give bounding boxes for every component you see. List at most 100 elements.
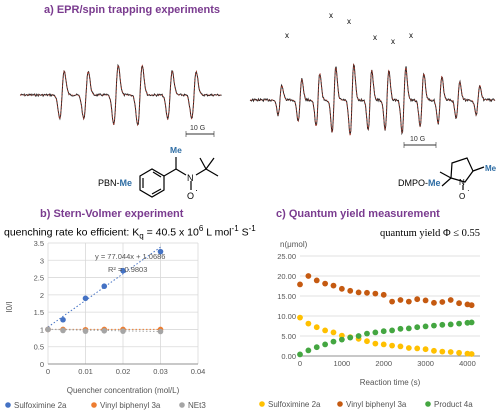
y-axis-label: n(μmol) bbox=[280, 240, 308, 249]
legend-label: Product 4a bbox=[434, 400, 473, 409]
peak-markers: x x x x x x bbox=[285, 11, 413, 46]
methyl-label-dmpo: Me bbox=[485, 164, 497, 173]
data-point bbox=[397, 297, 404, 303]
data-point bbox=[389, 342, 395, 349]
data-point bbox=[60, 327, 66, 334]
data-point bbox=[347, 287, 354, 294]
adduct-prefix-pbn: PBN- bbox=[98, 178, 120, 188]
data-point bbox=[364, 289, 370, 296]
data-point bbox=[305, 320, 312, 327]
data-point bbox=[120, 328, 126, 334]
y-tick-label: 3.5 bbox=[34, 239, 44, 248]
data-point bbox=[468, 351, 475, 357]
y-tick-label: 15.00 bbox=[277, 292, 296, 301]
x-tick-label: 0.02 bbox=[116, 367, 131, 376]
data-point bbox=[330, 338, 337, 345]
data-point bbox=[468, 319, 475, 326]
epr-spectra bbox=[19, 63, 496, 137]
data-point bbox=[414, 324, 421, 331]
methyl-label-pbn: Me bbox=[170, 145, 182, 155]
data-point bbox=[372, 290, 379, 297]
radical-dot-dmpo: · bbox=[467, 186, 470, 195]
legend-label: Sulfoximine 2a bbox=[14, 401, 67, 410]
adduct-suffix-dmpo: Me bbox=[428, 178, 441, 188]
legend-marker bbox=[337, 401, 343, 407]
title-quantum-yield: c) Quantum yield measurement bbox=[276, 208, 440, 220]
data-point bbox=[313, 344, 320, 351]
peak-marker-3: x bbox=[347, 17, 351, 26]
legend-marker bbox=[179, 402, 185, 408]
oxygen-label-dmpo: O bbox=[459, 192, 465, 201]
quantum-yield-chart: 0.00 5.00 10.00 15.00 20.00 25.00 0 1000 2000 300… bbox=[259, 240, 480, 409]
data-point bbox=[389, 298, 395, 305]
data-point bbox=[60, 316, 66, 323]
data-point bbox=[414, 296, 421, 303]
y-tick-label: 0 bbox=[40, 360, 44, 369]
data-point bbox=[364, 338, 370, 345]
legend-marker bbox=[5, 402, 11, 408]
data-point bbox=[297, 314, 303, 321]
data-point bbox=[405, 298, 412, 305]
data-point bbox=[447, 349, 454, 355]
data-point bbox=[322, 280, 329, 287]
quenching-rate-note: quenching rate ko efficient: Kq = 40.5 x… bbox=[4, 224, 256, 241]
y-tick-label: 2.5 bbox=[34, 274, 44, 283]
data-point bbox=[380, 291, 387, 298]
x-tick-label: 3000 bbox=[417, 359, 434, 368]
y-tick-label: 25.00 bbox=[277, 252, 296, 261]
x-axis-label: Reaction time (s) bbox=[360, 378, 421, 387]
data-point bbox=[456, 320, 462, 327]
data-point bbox=[414, 345, 421, 352]
data-point bbox=[313, 277, 320, 284]
y-tick-label: 0.5 bbox=[34, 343, 44, 352]
legend-marker bbox=[425, 401, 431, 407]
peak-marker-6: x bbox=[409, 31, 413, 40]
title-epr: a) EPR/spin trapping experiments bbox=[44, 4, 221, 16]
y-tick-label: 10.00 bbox=[277, 312, 296, 321]
data-point bbox=[372, 329, 379, 336]
trendline-r2: R² = 0.9803 bbox=[108, 265, 147, 274]
data-point bbox=[305, 347, 312, 354]
data-point bbox=[347, 334, 354, 341]
data-point bbox=[397, 325, 404, 332]
epr-trace-dmpo-simulated bbox=[250, 63, 495, 137]
data-point bbox=[322, 341, 329, 348]
data-point bbox=[447, 297, 454, 303]
legend-label: Sulfoximine 2a bbox=[268, 400, 321, 409]
data-point bbox=[313, 324, 320, 331]
adduct-label-dmpo: DMPO-Me bbox=[398, 178, 441, 188]
scale-label-left: 10 G bbox=[190, 125, 205, 132]
data-point bbox=[380, 341, 387, 348]
data-point bbox=[297, 351, 303, 358]
data-point bbox=[330, 282, 337, 289]
trendline-equation: y = 77.044x + 1.0686 bbox=[95, 252, 165, 261]
x-tick-label: 0.04 bbox=[191, 367, 206, 376]
data-point bbox=[422, 297, 429, 304]
epr-trace-pbn-simulated bbox=[20, 64, 222, 127]
nitrogen-label-dmpo: N bbox=[459, 178, 465, 187]
data-point bbox=[101, 328, 108, 334]
data-point bbox=[447, 321, 454, 328]
data-point bbox=[364, 330, 370, 337]
data-point bbox=[157, 328, 164, 335]
data-point bbox=[330, 329, 337, 336]
data-point bbox=[305, 273, 312, 279]
data-point bbox=[82, 295, 89, 302]
data-point bbox=[120, 267, 126, 274]
nitrogen-label-pbn: N bbox=[187, 173, 194, 183]
data-point bbox=[322, 327, 329, 334]
y-tick-label: 1 bbox=[40, 325, 44, 334]
data-point bbox=[101, 283, 108, 290]
data-point bbox=[456, 349, 462, 356]
adduct-suffix-pbn: Me bbox=[120, 178, 133, 188]
scale-bar-left: 10 G bbox=[185, 125, 215, 137]
data-point bbox=[397, 343, 404, 350]
y-tick-label: 0.00 bbox=[281, 352, 296, 361]
legend-label: Vinyl biphenyl 3a bbox=[100, 401, 161, 410]
legend-marker bbox=[259, 401, 265, 407]
data-point bbox=[355, 333, 362, 339]
legend-label: Vinyl biphenyl 3a bbox=[346, 400, 407, 409]
scale-label-right: 10 G bbox=[410, 136, 425, 143]
data-point bbox=[422, 323, 429, 330]
